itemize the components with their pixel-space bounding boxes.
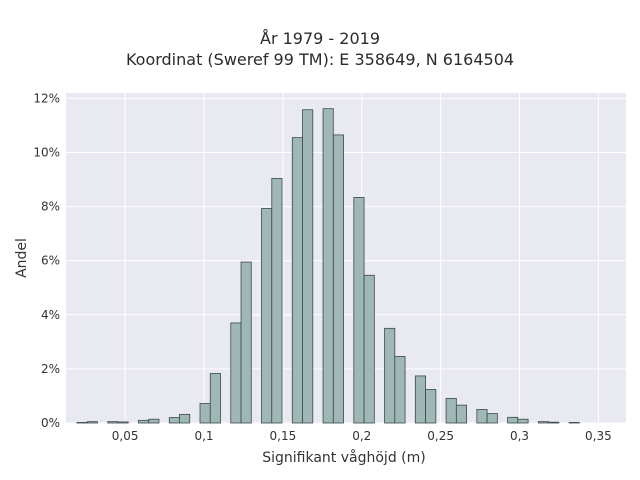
histogram-bar	[425, 389, 437, 424]
histogram-bar	[445, 397, 457, 424]
histogram-bar	[384, 327, 396, 424]
histogram-bar	[332, 134, 344, 424]
histogram-bar	[302, 109, 314, 424]
histogram-bar	[548, 421, 560, 424]
x-tick-label: 0,25	[427, 429, 454, 443]
x-tick-label: 0,05	[112, 429, 139, 443]
histogram-bar	[240, 261, 252, 424]
histogram-bar	[261, 208, 273, 424]
histogram-bar	[363, 274, 375, 424]
histogram-bar	[209, 373, 221, 424]
histogram-bar	[107, 421, 119, 424]
histogram-bar	[179, 413, 191, 424]
x-axis-label: Signifikant våghöjd (m)	[262, 449, 425, 466]
histogram-bar	[394, 356, 406, 424]
histogram-bar	[271, 178, 283, 424]
histogram-bar	[168, 417, 180, 424]
y-tick-label: 12%	[33, 91, 60, 105]
chart-title: År 1979 - 2019	[260, 29, 380, 48]
histogram-bar	[517, 418, 529, 424]
histogram-bar	[537, 421, 550, 424]
x-axis-ticks: 0,05 0,1 0,15 0,2 0,25 0,3 0,35	[112, 429, 612, 443]
y-axis-label: Andel	[14, 238, 30, 278]
y-tick-label: 6%	[41, 254, 60, 268]
histogram-bar	[76, 422, 88, 424]
histogram-bar	[117, 421, 129, 424]
histogram-bar	[199, 403, 211, 424]
histogram-bar	[353, 197, 365, 424]
y-tick-label: 10%	[33, 146, 60, 160]
y-tick-label: 8%	[41, 200, 60, 214]
histogram-bar	[414, 375, 426, 424]
y-tick-label: 0%	[41, 416, 60, 430]
chart-subtitle: Koordinat (Sweref 99 TM): E 358649, N 61…	[125, 50, 515, 69]
y-axis-ticks: 0% 2% 4% 6% 8% 10% 12%	[33, 91, 60, 430]
histogram-bar	[476, 409, 488, 424]
grid-lines	[66, 93, 626, 424]
bars	[76, 108, 580, 424]
x-tick-label: 0,3	[510, 429, 529, 443]
x-tick-label: 0,1	[194, 429, 213, 443]
histogram-bar	[568, 422, 580, 424]
histogram-bar	[486, 413, 498, 424]
histogram-bar	[507, 416, 519, 424]
histogram-bar	[322, 108, 334, 424]
y-tick-label: 2%	[41, 362, 60, 376]
histogram-bar	[148, 418, 160, 424]
histogram-bar	[86, 421, 98, 424]
histogram-bar	[455, 404, 467, 424]
histogram-bar	[230, 322, 242, 424]
y-tick-label: 4%	[41, 308, 60, 322]
plot-area	[66, 93, 626, 423]
histogram-bar	[138, 419, 150, 424]
x-tick-label: 0,15	[270, 429, 297, 443]
histogram-bar	[291, 137, 303, 424]
x-tick-label: 0,2	[352, 429, 371, 443]
x-tick-label: 0,35	[585, 429, 612, 443]
